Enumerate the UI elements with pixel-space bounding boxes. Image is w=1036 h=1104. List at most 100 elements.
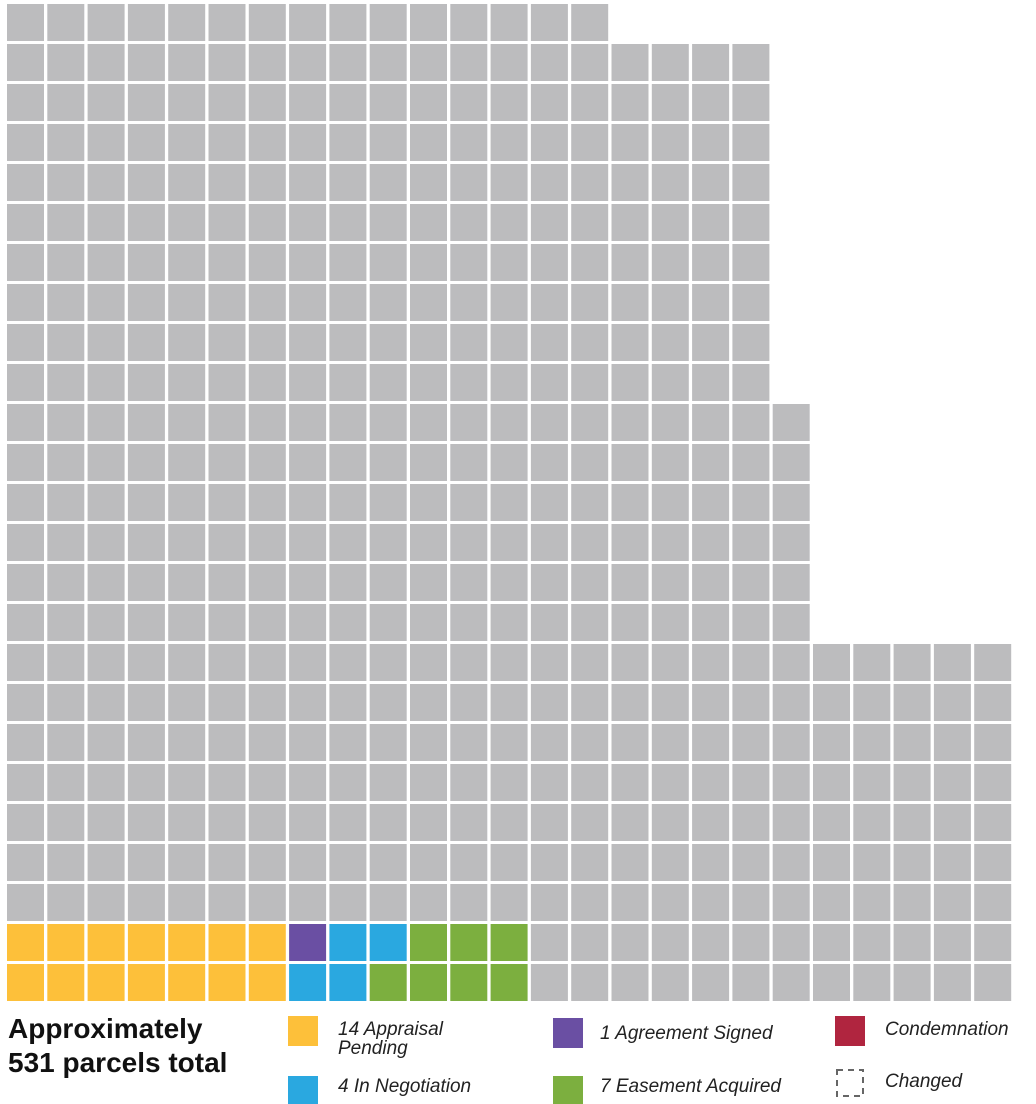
parcel [530, 524, 568, 561]
parcel [530, 444, 568, 481]
parcel [490, 844, 528, 881]
parcel [611, 964, 649, 1001]
parcel [813, 644, 850, 681]
parcel [47, 924, 85, 961]
parcel [651, 124, 689, 161]
parcel [974, 884, 1012, 921]
parcel [248, 364, 286, 401]
parcel [772, 884, 810, 921]
parcel [692, 364, 730, 401]
parcel [853, 884, 891, 921]
parcel [450, 84, 488, 121]
parcel [329, 684, 367, 721]
parcel [530, 404, 568, 441]
parcel [369, 44, 407, 81]
parcel [530, 684, 568, 721]
parcel [651, 444, 689, 481]
parcel [692, 284, 730, 321]
parcel [933, 804, 971, 841]
parcel [611, 324, 649, 361]
parcel [692, 244, 730, 281]
parcel [369, 804, 407, 841]
parcel [47, 4, 85, 41]
legend-label: Changed [885, 1071, 963, 1092]
parcel [208, 684, 246, 721]
parcel [933, 884, 971, 921]
parcel [248, 924, 286, 961]
parcel [611, 444, 649, 481]
parcel [208, 204, 246, 241]
parcel [571, 204, 609, 241]
parcel [813, 724, 850, 761]
parcel [87, 284, 125, 321]
parcel [490, 444, 528, 481]
parcel [571, 444, 609, 481]
parcel [87, 364, 125, 401]
parcel [651, 404, 689, 441]
parcel [208, 444, 246, 481]
parcel [208, 324, 246, 361]
parcel [87, 404, 125, 441]
parcel [208, 404, 246, 441]
parcel [329, 964, 367, 1001]
parcel [47, 284, 85, 321]
parcel [127, 4, 165, 41]
parcel [168, 84, 206, 121]
parcel [611, 284, 649, 321]
parcel [7, 884, 44, 921]
parcel [47, 124, 85, 161]
parcel [369, 124, 407, 161]
parcel [7, 644, 44, 681]
parcel [651, 604, 689, 641]
parcel [490, 644, 528, 681]
parcel [208, 44, 246, 81]
parcel [571, 524, 609, 561]
parcel [933, 724, 971, 761]
parcel [530, 884, 568, 921]
parcel [893, 844, 931, 881]
parcel [692, 44, 730, 81]
parcel [168, 884, 206, 921]
parcel [571, 324, 609, 361]
parcel [7, 844, 44, 881]
parcel [530, 844, 568, 881]
parcel [248, 764, 286, 801]
parcel [692, 804, 730, 841]
parcel [611, 524, 649, 561]
parcel [47, 884, 85, 921]
parcel [450, 884, 488, 921]
parcel [87, 244, 125, 281]
parcel [208, 524, 246, 561]
parcel [208, 484, 246, 521]
parcel [772, 404, 810, 441]
parcel [87, 844, 125, 881]
parcel [611, 44, 649, 81]
parcel [692, 724, 730, 761]
parcel [47, 404, 85, 441]
parcel [732, 924, 770, 961]
parcel [732, 604, 770, 641]
parcel [530, 724, 568, 761]
parcel [611, 364, 649, 401]
parcel [87, 164, 125, 201]
parcel [974, 844, 1012, 881]
parcel [651, 884, 689, 921]
parcel [329, 524, 367, 561]
parcel [530, 84, 568, 121]
parcel [490, 284, 528, 321]
parcel [7, 924, 44, 961]
legend-swatch [835, 1016, 865, 1046]
parcel [47, 564, 85, 601]
parcel [450, 164, 488, 201]
parcel [248, 284, 286, 321]
parcel [208, 124, 246, 161]
parcel [329, 84, 367, 121]
parcel [611, 244, 649, 281]
parcel [611, 84, 649, 121]
parcel [208, 804, 246, 841]
parcel [47, 604, 85, 641]
parcel [208, 164, 246, 201]
parcel [289, 924, 327, 961]
parcel [571, 404, 609, 441]
parcel [7, 564, 44, 601]
